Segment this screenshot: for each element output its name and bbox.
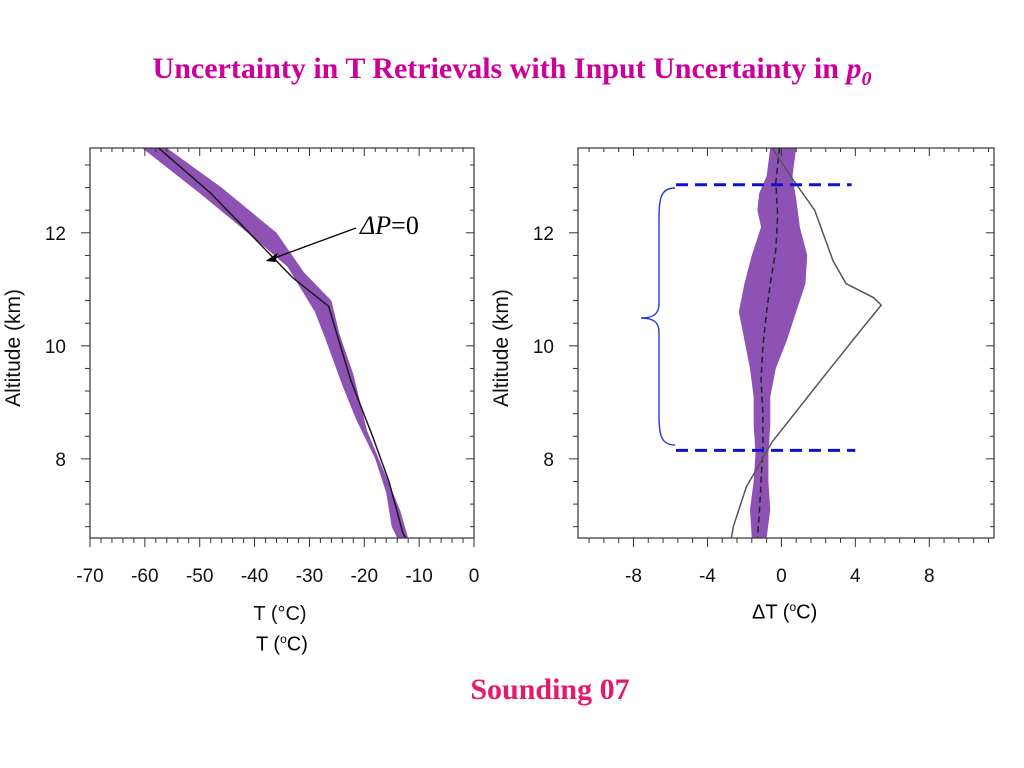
right-x-tick-label: 4 bbox=[850, 566, 861, 587]
left-uncertainty-band bbox=[142, 148, 409, 538]
left-plot-frame bbox=[89, 147, 475, 539]
left-x-tick-label: -70 bbox=[76, 566, 103, 587]
right-x-tick-label: -4 bbox=[699, 566, 716, 587]
right-profile-line bbox=[730, 148, 883, 538]
right-uncertainty-band bbox=[738, 148, 808, 538]
left-y-tick-label: 10 bbox=[45, 337, 66, 358]
left-profile-line bbox=[158, 148, 407, 538]
left-y-tick-label: 12 bbox=[45, 224, 66, 245]
left-annotation-arrowhead bbox=[265, 253, 278, 263]
sounding-label: Sounding 07 bbox=[470, 673, 630, 706]
left-x-tick-label: -10 bbox=[405, 566, 432, 587]
right-y-tick-label: 12 bbox=[533, 224, 554, 245]
right-x-tick-label: 8 bbox=[924, 566, 935, 587]
right-y-axis-label: Altitude (km) bbox=[490, 289, 513, 407]
left-x-tick-label: 0 bbox=[469, 566, 480, 587]
slide-title: Uncertainty in T Retrievals with Input U… bbox=[0, 52, 1024, 91]
left-x-tick-label: -60 bbox=[131, 566, 158, 587]
left-y-axis-label: Altitude (km) bbox=[2, 289, 25, 407]
left-x-tick-label: -50 bbox=[186, 566, 213, 587]
title-variable: p0 bbox=[846, 52, 872, 90]
left-x-tick-label: -30 bbox=[296, 566, 323, 587]
left-annotation-arrow bbox=[271, 227, 357, 260]
right-dashed-retrieval-line bbox=[756, 148, 781, 538]
left-chart-caption: T (oC) bbox=[256, 632, 308, 656]
right-y-tick-label: 8 bbox=[543, 450, 554, 471]
left-y-tick-label: 8 bbox=[55, 450, 66, 471]
left-x-tick-label: -40 bbox=[241, 566, 268, 587]
right-range-brace bbox=[640, 187, 676, 446]
right-plot-frame bbox=[577, 147, 995, 539]
right-y-tick-label: 10 bbox=[533, 337, 554, 358]
right-x-tick-label: -8 bbox=[625, 566, 642, 587]
right-x-tick-label: 0 bbox=[776, 566, 787, 587]
left-x-axis-label: T (°C) bbox=[253, 603, 306, 625]
title-text: Uncertainty in T Retrievals with Input U… bbox=[152, 52, 839, 85]
left-annotation-text: ΔP=0 bbox=[359, 211, 419, 240]
left-x-tick-label: -20 bbox=[351, 566, 378, 587]
right-chart-caption: ΔT (oC) bbox=[752, 600, 818, 624]
